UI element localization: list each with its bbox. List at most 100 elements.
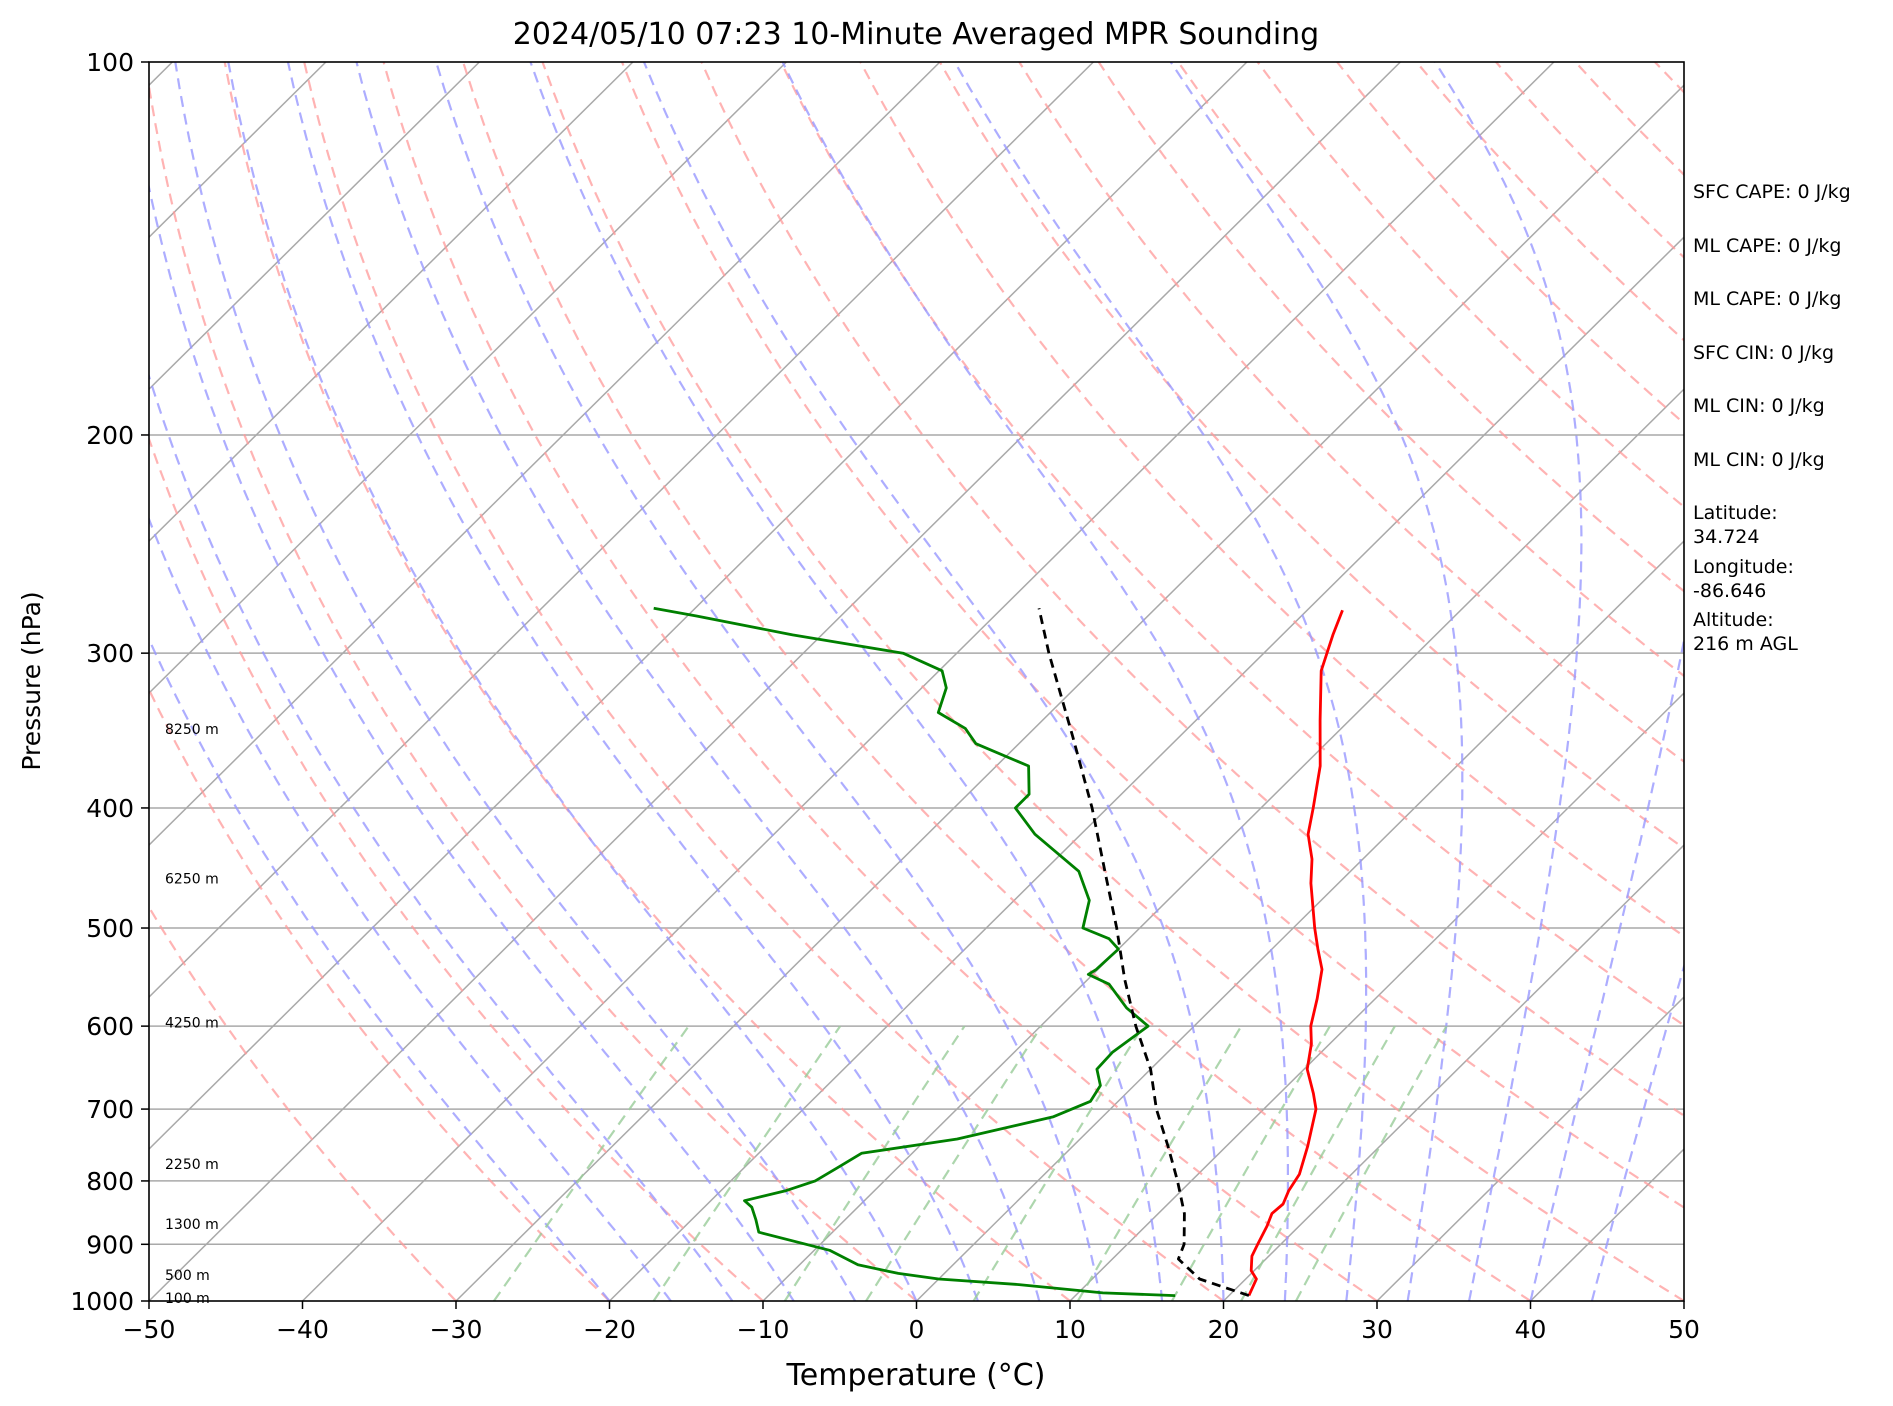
moist-adiabat-line [435, 62, 1102, 1301]
isotherm-line [762, 388, 1684, 1301]
y-tick-label: 100 [86, 48, 134, 77]
isotherm-line [1069, 692, 1684, 1301]
moist-adiabat-line [149, 372, 734, 1301]
dry-adiabat-line [1018, 62, 1684, 763]
moist-adiabat-line [174, 62, 857, 1301]
height-label: 6250 m [165, 872, 219, 888]
moist-adiabat-line [286, 62, 979, 1301]
height-label: 1300 m [165, 1217, 219, 1233]
dry-adiabat-line [149, 905, 457, 1301]
info-panel-item: ML CIN: 0 J/kg [1693, 395, 1825, 417]
moist-adiabat-line [529, 62, 1164, 1301]
dry-adiabat-line [1256, 62, 1684, 509]
mixing-ratio-line [865, 1025, 1043, 1301]
mixing-ratio-line [1295, 1025, 1448, 1301]
mixing-ratio-line [783, 1025, 966, 1301]
x-tick-label: 30 [1361, 1315, 1393, 1344]
info-panel-item: ML CAPE: 0 J/kg [1693, 288, 1842, 310]
x-tick-label: 40 [1515, 1315, 1547, 1344]
isotherm-line [149, 62, 1248, 1151]
sounding-traces [653, 606, 1344, 1297]
isotherm-line [455, 84, 1684, 1301]
parcel-trace [1037, 607, 1250, 1297]
info-panel-item: Longitude: -86.646 [1693, 555, 1794, 602]
y-tick-label: 700 [86, 1095, 134, 1124]
dry-adiabat-line [1177, 62, 1684, 593]
isotherm-line [149, 62, 480, 391]
moist-adiabat-line [953, 62, 1368, 1301]
dewpoint-trace [653, 606, 1176, 1297]
x-tick-label: −10 [737, 1315, 790, 1344]
dry-adiabat-line [1097, 62, 1684, 678]
dry-adiabat-line [1336, 62, 1684, 425]
height-label: 100 m [165, 1291, 210, 1307]
height-labels: 100 m 500 m 1300 m 2250 m 4250 m 6250 m 8250 m [165, 722, 219, 1307]
isotherm-line [149, 62, 327, 239]
dry-adiabat-line [382, 62, 1378, 1301]
mixing-ratio-line [493, 1025, 690, 1301]
info-panel-item: SFC CIN: 0 J/kg [1693, 341, 1835, 364]
moist-adiabat-line [642, 62, 1225, 1301]
isotherm-line [1376, 995, 1684, 1301]
y-tick-label: 400 [86, 794, 134, 823]
info-panel-item: ML CIN: 0 J/kg [1693, 448, 1825, 471]
x-tick-label: 10 [1054, 1315, 1086, 1344]
y-tick-label: 1000 [70, 1287, 134, 1316]
info-panel-item: SFC CAPE: 0 J/kg [1693, 181, 1851, 203]
x-tick-label: 50 [1668, 1315, 1700, 1344]
moist-adiabat-line [1434, 62, 1583, 1301]
x-tick-label: 20 [1208, 1315, 1240, 1344]
mixing-ratio-line [1240, 1025, 1396, 1301]
isotherm-line [608, 236, 1684, 1301]
moist-adiabat-line [227, 62, 918, 1301]
x-axis-label: Temperature (°C) [786, 1358, 1046, 1393]
plot-frame [148, 61, 1685, 1302]
info-panel-item: ML CAPE: 0 J/kg [1693, 234, 1842, 257]
moist-adiabat-line [1169, 62, 1464, 1301]
y-tick-label: 500 [86, 914, 134, 943]
moist-adiabat-line [1590, 962, 1684, 1301]
isotherm-line [149, 62, 1401, 1301]
dry-adiabat-line [149, 79, 918, 1301]
y-tick-label: 300 [86, 639, 134, 668]
dry-adiabat-line [938, 62, 1684, 850]
x-tick-label: −30 [430, 1315, 483, 1344]
isotherm-line [149, 62, 1094, 999]
isotherm-line [301, 62, 1555, 1301]
dry-adiabat-line [149, 435, 764, 1301]
moist-adiabat-line [149, 182, 795, 1301]
x-tick-label: 0 [909, 1315, 925, 1344]
dry-adiabat-line [620, 62, 1684, 1209]
height-label: 500 m [165, 1268, 210, 1284]
moist-adiabat-line [355, 62, 1041, 1301]
dry-adiabat-line [303, 62, 1225, 1301]
moist-adiabat-line [149, 516, 672, 1301]
moist-adiabat-line [1529, 634, 1684, 1301]
height-label: 8250 m [165, 722, 219, 738]
background-lines [149, 62, 1893, 1301]
height-label: 2250 m [165, 1157, 219, 1173]
y-axis-label: Pressure (hPa) [17, 591, 46, 770]
dry-adiabat-line [541, 62, 1684, 1301]
x-tick-label: −20 [583, 1315, 636, 1344]
height-label: 4250 m [165, 1015, 219, 1031]
y-tick-label: 200 [86, 421, 134, 450]
chart-title: 2024/05/10 07:23 10-Minute Averaged MPR … [513, 17, 1319, 52]
dry-adiabat-line [700, 62, 1684, 1117]
isotherm-line [149, 62, 941, 847]
isotherm-line [149, 62, 787, 695]
isotherm-line [1222, 844, 1684, 1301]
info-panel-item: Latitude: 34.724 [1693, 502, 1778, 548]
mixing-ratio-line [1076, 1025, 1243, 1301]
mixing-ratio-line [652, 1025, 842, 1301]
y-tick-label: 900 [86, 1230, 134, 1259]
y-tick-label: 800 [86, 1167, 134, 1196]
temperature-trace [1247, 609, 1344, 1297]
x-tick-label: −50 [123, 1315, 176, 1344]
dry-adiabat-line [462, 62, 1532, 1301]
isotherm-line [1838, 62, 1893, 1301]
moist-adiabat-line [149, 636, 611, 1301]
dry-adiabat-line [223, 62, 1071, 1301]
